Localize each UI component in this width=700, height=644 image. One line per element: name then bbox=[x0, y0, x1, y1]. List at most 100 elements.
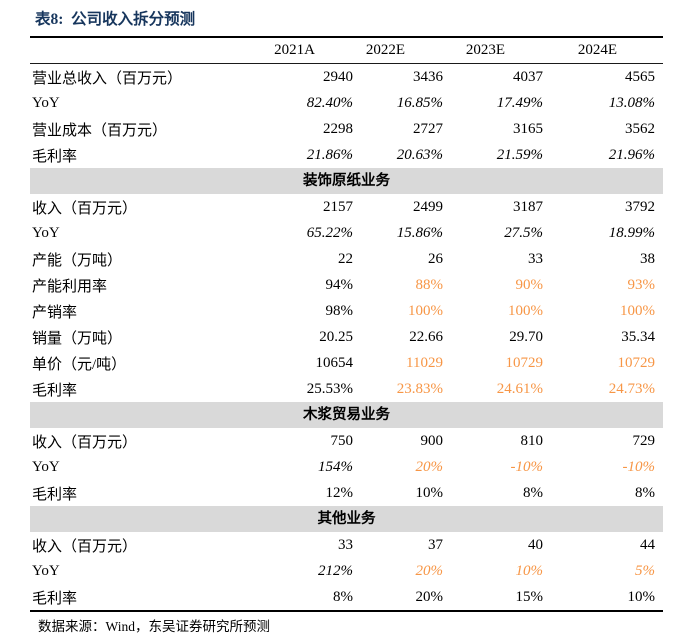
table-row: 毛利率 21.86% 20.63% 21.59% 21.96% bbox=[30, 142, 663, 168]
value-cell: 15% bbox=[515, 588, 544, 605]
section-band: 装饰原纸业务 bbox=[30, 168, 663, 194]
value-cell: 17.49% bbox=[496, 94, 543, 111]
row-label: 产能（万吨） bbox=[32, 252, 123, 269]
value-cell: 90% bbox=[515, 276, 544, 293]
value-cell: 18.99% bbox=[608, 224, 655, 241]
value-cell: 10729 bbox=[505, 354, 544, 371]
table-row: 产能（万吨） 22 26 33 38 bbox=[30, 246, 663, 272]
table-row: YoY 82.40% 16.85% 17.49% 13.08% bbox=[30, 90, 663, 116]
table-row: YoY 154% 20% -10% -10% bbox=[30, 454, 663, 480]
value-cell: 8% bbox=[333, 588, 353, 605]
value-cell: 16.85% bbox=[396, 94, 443, 111]
column-header-2023E: 2023E bbox=[465, 42, 505, 58]
value-cell: 93% bbox=[627, 276, 656, 293]
value-cell: 35.34 bbox=[621, 328, 655, 345]
value-cell: 10729 bbox=[617, 354, 656, 371]
value-cell: 20% bbox=[415, 458, 444, 475]
row-label: YoY bbox=[32, 94, 60, 111]
value-cell: 23.83% bbox=[396, 380, 443, 397]
section-band: 其他业务 bbox=[30, 506, 663, 532]
value-cell: 10654 bbox=[315, 354, 354, 371]
row-label: 毛利率 bbox=[32, 148, 78, 165]
value-cell: 3165 bbox=[513, 120, 543, 137]
value-cell: 20.25 bbox=[319, 328, 353, 345]
value-cell: 2298 bbox=[323, 120, 353, 137]
table-row: 收入（百万元） 33 37 40 44 bbox=[30, 532, 663, 558]
value-cell: 5% bbox=[635, 562, 655, 579]
value-cell: -10% bbox=[622, 458, 656, 475]
table-row: 单价（元/吨） 10654 11029 10729 10729 bbox=[30, 350, 663, 376]
value-cell: 10% bbox=[627, 588, 656, 605]
value-cell: 3436 bbox=[413, 68, 443, 85]
table-row: 收入（百万元） 750 900 810 729 bbox=[30, 428, 663, 454]
value-cell: 154% bbox=[318, 458, 353, 475]
value-cell: 2157 bbox=[323, 198, 353, 215]
value-cell: 25.53% bbox=[306, 380, 353, 397]
row-label: YoY bbox=[32, 224, 60, 241]
row-label: YoY bbox=[32, 458, 60, 475]
value-cell: 100% bbox=[620, 302, 655, 319]
table-row: 毛利率 12% 10% 8% 8% bbox=[30, 480, 663, 506]
value-cell: 33 bbox=[528, 250, 543, 267]
table-title: 表8: 公司收入拆分预测 bbox=[35, 11, 196, 28]
value-cell: 24.73% bbox=[608, 380, 655, 397]
value-cell: 40 bbox=[528, 536, 543, 553]
value-cell: 2940 bbox=[323, 68, 353, 85]
value-cell: 729 bbox=[632, 432, 656, 449]
row-label: 单价（元/吨） bbox=[32, 356, 127, 373]
table-row: 营业总收入（百万元） 2940 3436 4037 4565 bbox=[30, 64, 663, 90]
column-header-2024E: 2024E bbox=[577, 42, 617, 58]
value-cell: 21.59% bbox=[496, 146, 543, 163]
value-cell: 3562 bbox=[625, 120, 655, 137]
value-cell: 100% bbox=[408, 302, 443, 319]
value-cell: 15.86% bbox=[396, 224, 443, 241]
value-cell: 810 bbox=[520, 432, 544, 449]
table-row: YoY 212% 20% 10% 5% bbox=[30, 558, 663, 584]
row-label: 收入（百万元） bbox=[32, 538, 138, 555]
value-cell: 21.86% bbox=[306, 146, 353, 163]
row-label: 收入（百万元） bbox=[32, 434, 138, 451]
value-cell: 65.22% bbox=[306, 224, 353, 241]
row-label: YoY bbox=[32, 562, 60, 579]
section-band: 木浆贸易业务 bbox=[30, 402, 663, 428]
table-row: 毛利率 25.53% 23.83% 24.61% 24.73% bbox=[30, 376, 663, 402]
table-body: 营业总收入（百万元） 2940 3436 4037 4565 YoY 82.40% 16.85… bbox=[30, 64, 663, 612]
value-cell: 2727 bbox=[413, 120, 443, 137]
value-cell: 29.70 bbox=[509, 328, 543, 345]
value-cell: 11029 bbox=[406, 354, 443, 371]
data-source-note: 数据来源：Wind，东吴证券研究所预测 bbox=[38, 619, 270, 634]
row-label: 营业总收入（百万元） bbox=[32, 70, 183, 87]
column-header-2022E: 2022E bbox=[365, 42, 405, 58]
value-cell: 8% bbox=[523, 484, 543, 501]
value-cell: 26 bbox=[428, 250, 443, 267]
value-cell: 22.66 bbox=[409, 328, 443, 345]
value-cell: 33 bbox=[338, 536, 353, 553]
value-cell: 38 bbox=[640, 250, 655, 267]
value-cell: 4565 bbox=[625, 68, 655, 85]
value-cell: 3792 bbox=[625, 198, 655, 215]
row-label: 毛利率 bbox=[32, 590, 78, 607]
table-row: 收入（百万元） 2157 2499 3187 3792 bbox=[30, 194, 663, 220]
value-cell: 98% bbox=[325, 302, 354, 319]
value-cell: 44 bbox=[640, 536, 655, 553]
value-cell: 22 bbox=[338, 250, 353, 267]
value-cell: 88% bbox=[415, 276, 444, 293]
value-cell: 24.61% bbox=[496, 380, 543, 397]
value-cell: 4037 bbox=[513, 68, 543, 85]
column-header-2021A: 2021A bbox=[274, 42, 315, 58]
table-row: 销量（万吨） 20.25 22.66 29.70 35.34 bbox=[30, 324, 663, 350]
row-label: 产能利用率 bbox=[32, 278, 108, 295]
value-cell: 8% bbox=[635, 484, 655, 501]
value-cell: 20% bbox=[415, 588, 444, 605]
row-label: 毛利率 bbox=[32, 486, 78, 503]
row-label: 营业成本（百万元） bbox=[32, 122, 168, 139]
table-row: 营业成本（百万元） 2298 2727 3165 3562 bbox=[30, 116, 663, 142]
table-row: YoY 65.22% 15.86% 27.5% 18.99% bbox=[30, 220, 663, 246]
forecast-table: 2021A 2022E 2023E 2024E 营业总收入（百万元） 2940 34… bbox=[30, 36, 663, 612]
value-cell: 27.5% bbox=[504, 224, 543, 241]
value-cell: -10% bbox=[510, 458, 544, 475]
value-cell: 13.08% bbox=[608, 94, 655, 111]
value-cell: 37 bbox=[428, 536, 443, 553]
row-label: 产销率 bbox=[32, 304, 78, 321]
value-cell: 900 bbox=[420, 432, 444, 449]
